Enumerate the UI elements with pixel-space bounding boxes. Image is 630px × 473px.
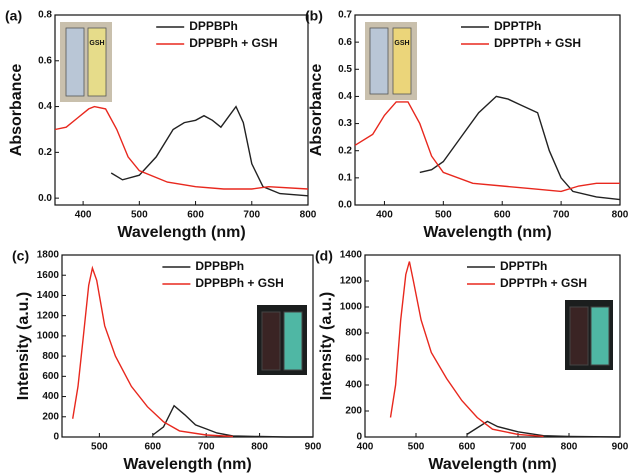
x-tick-label: 700 <box>510 442 527 453</box>
x-tick-label: 500 <box>91 442 108 453</box>
x-tick-label: 400 <box>357 442 374 453</box>
y-tick-label: 0.8 <box>38 10 52 21</box>
x-tick-label: 600 <box>459 442 476 453</box>
y-axis-title: Intensity (a.u.) <box>15 292 32 400</box>
y-tick-label: 0.6 <box>338 37 352 48</box>
inset-label: GSH <box>394 40 409 47</box>
x-tick-label: 700 <box>198 442 215 453</box>
legend-label: DPPBPh + GSH <box>189 36 277 50</box>
series-line <box>152 404 313 438</box>
x-tick-label: 600 <box>187 210 204 221</box>
series-line <box>54 105 309 190</box>
legend-label: DPPTPh <box>494 19 541 33</box>
x-tick-label: 900 <box>612 442 629 453</box>
x-tick-label: 500 <box>408 442 425 453</box>
series-line <box>354 101 620 193</box>
y-tick-label: 600 <box>42 371 59 382</box>
y-tick-label: 0.6 <box>38 55 52 66</box>
y-tick-label: 1600 <box>37 270 60 281</box>
legend-label: DPPTPh <box>500 259 547 273</box>
x-tick-label: 800 <box>561 442 578 453</box>
y-axis-title: Absorbance <box>8 64 25 157</box>
y-axis-title: Intensity (a.u.) <box>318 292 335 400</box>
legend-label: DPPBPh + GSH <box>195 276 283 290</box>
y-tick-label: 0.1 <box>338 172 352 183</box>
x-tick-label: 900 <box>305 442 322 453</box>
legend-label: DPPTPh + GSH <box>494 36 581 50</box>
y-tick-label: 1800 <box>37 250 60 261</box>
y-tick-label: 0.2 <box>38 147 52 158</box>
y-tick-label: 1400 <box>340 250 363 261</box>
inset-photo <box>60 22 613 375</box>
y-tick-label: 1000 <box>340 302 363 313</box>
plot-frame <box>354 14 621 206</box>
plot-frame <box>54 14 309 206</box>
y-tick-label: 200 <box>42 411 59 422</box>
y-tick-label: 800 <box>345 328 362 339</box>
y-tick-label: 1200 <box>340 276 363 287</box>
y-tick-label: 1000 <box>37 331 60 342</box>
x-tick-label: 600 <box>144 442 161 453</box>
inset-label: GSH <box>89 40 104 47</box>
y-tick-label: 800 <box>42 351 59 362</box>
y-tick-label: 0.0 <box>338 200 352 211</box>
x-axis-title: Wavelength (nm) <box>117 224 245 241</box>
x-tick-label: 500 <box>131 210 148 221</box>
plot-frame <box>61 254 314 438</box>
x-tick-label: 400 <box>376 210 393 221</box>
legend-label: DPPBPh <box>195 259 244 273</box>
x-axis-title: Wavelength (nm) <box>423 224 551 241</box>
y-tick-label: 0.5 <box>338 64 352 75</box>
y-tick-label: 1200 <box>37 310 60 321</box>
x-tick-label: 800 <box>300 210 317 221</box>
panel-label: (a) <box>5 8 22 24</box>
x-tick-label: 400 <box>75 210 92 221</box>
x-axis-title: Wavelength (nm) <box>428 456 556 473</box>
y-tick-label: 200 <box>345 406 362 417</box>
y-tick-label: 0.0 <box>38 193 52 204</box>
y-tick-label: 0.3 <box>338 118 352 129</box>
y-tick-label: 0 <box>356 432 362 443</box>
plot-frame <box>364 254 621 438</box>
y-tick-label: 0.4 <box>38 101 52 112</box>
series-line <box>110 105 309 197</box>
y-tick-label: 1400 <box>37 290 60 301</box>
y-tick-label: 400 <box>42 391 59 402</box>
series-line <box>419 95 621 201</box>
series-line <box>72 265 233 438</box>
series-line <box>389 261 544 438</box>
panel-label: (d) <box>315 248 333 264</box>
y-tick-label: 400 <box>345 380 362 391</box>
y-tick-label: 0.2 <box>338 145 352 156</box>
panel-label: (b) <box>305 8 323 24</box>
y-tick-label: 0.7 <box>338 10 352 21</box>
y-tick-label: 0.4 <box>338 91 352 102</box>
x-tick-label: 700 <box>553 210 570 221</box>
y-tick-label: 0 <box>53 432 59 443</box>
legend-label: DPPBPh <box>189 19 238 33</box>
y-axis-title: Absorbance <box>308 64 325 157</box>
x-tick-label: 500 <box>435 210 452 221</box>
series-line <box>466 420 621 438</box>
panel-label: (c) <box>12 248 29 264</box>
x-tick-label: 600 <box>494 210 511 221</box>
x-axis-title: Wavelength (nm) <box>123 456 251 473</box>
legend-label: DPPTPh + GSH <box>500 276 587 290</box>
x-tick-label: 700 <box>243 210 260 221</box>
y-tick-label: 600 <box>345 354 362 365</box>
x-tick-label: 800 <box>251 442 268 453</box>
x-tick-label: 800 <box>612 210 629 221</box>
